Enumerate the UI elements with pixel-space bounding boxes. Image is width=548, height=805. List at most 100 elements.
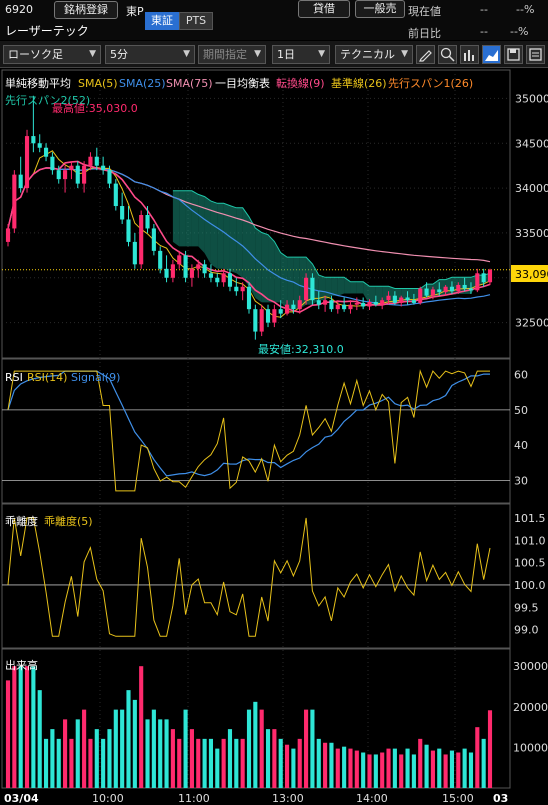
candle-body (475, 273, 480, 291)
volume-bar (120, 709, 125, 788)
price-tick-label: 35000 (515, 92, 548, 105)
prev-pct: --% (510, 25, 529, 38)
volume-tick-label: 300000 (513, 660, 548, 673)
ichimoku-cloud-segment (236, 207, 243, 278)
volume-bar (246, 709, 252, 788)
zoom-icon[interactable] (438, 45, 457, 64)
price-tick-label: 34500 (515, 137, 548, 150)
candle-body (37, 143, 42, 148)
volume-bar (5, 680, 11, 788)
interval-select[interactable]: 5分 ▼ (105, 45, 195, 64)
current-value: -- (480, 3, 488, 16)
volume-bar (310, 709, 315, 788)
ichimoku-cloud-segment (179, 190, 186, 247)
candle-body (215, 277, 220, 283)
area-chart-icon[interactable] (482, 45, 501, 64)
volume-bar (113, 709, 118, 788)
volume-bar (316, 738, 321, 788)
volume-bar (399, 754, 404, 788)
save-icon[interactable] (504, 45, 523, 64)
ichimoku-cloud-segment (217, 203, 224, 269)
candle-body (63, 170, 68, 180)
candle-body (126, 219, 131, 242)
ichimoku-cloud-segment (318, 275, 326, 301)
volume-bar (202, 738, 207, 788)
candle-body (183, 255, 188, 278)
x-label-1000: 10:00 (92, 792, 124, 805)
ichimoku-cloud-segment (287, 257, 294, 310)
candle-body (164, 268, 169, 278)
candle-body (411, 300, 416, 303)
volume-bar (418, 738, 423, 788)
stock-code: 6920 (5, 3, 33, 16)
deviation-line (7, 517, 491, 637)
volume-bar (183, 709, 188, 788)
volume-bar (240, 738, 245, 788)
candle-body (196, 264, 201, 269)
candle-body (31, 136, 36, 144)
volume-bar (63, 719, 68, 788)
candle-body (456, 284, 461, 292)
technical-select[interactable]: テクニカル ▼ (335, 45, 413, 64)
candle-body (234, 286, 239, 292)
dev-legend: 乖離度(5) (44, 514, 93, 528)
x-label-1100: 11:00 (178, 792, 210, 805)
candle-body (132, 241, 137, 265)
general-sell-button[interactable]: 一般売 (355, 0, 405, 18)
pencil-icon[interactable] (416, 45, 435, 64)
ichimoku-cloud-segment (185, 190, 192, 247)
price-chart[interactable]: 3500034500340003350033000325006050403010… (0, 68, 548, 805)
candle-body (348, 304, 353, 310)
candle-body (297, 300, 302, 310)
settings-icon[interactable] (526, 45, 545, 64)
candle-body (145, 215, 150, 229)
dev-tick-label: 101.5 (514, 512, 546, 525)
dev-title: 乖離度 (5, 514, 38, 528)
chevron-down-icon: ▼ (318, 49, 325, 59)
candle-body (399, 297, 404, 303)
tab-pts[interactable]: PTS (179, 12, 213, 30)
rsi-tick-label: 60 (514, 369, 528, 382)
span-select[interactable]: 1日 ▼ (272, 45, 330, 64)
legend-kijun: 基準線(26) (331, 76, 387, 90)
period-select[interactable]: 期間指定 ▼ (198, 45, 266, 64)
candle-body (335, 304, 340, 310)
ichimoku-cloud-segment (337, 277, 345, 296)
volume-bar (145, 719, 150, 788)
volume-bar (158, 719, 163, 788)
candle-body (113, 183, 118, 207)
legend-sma-group: 単純移動平均 (5, 76, 71, 90)
x-label-1500: 15:00 (442, 792, 474, 805)
volume-bar (234, 738, 239, 788)
candle-body (82, 165, 87, 184)
volume-bar (265, 729, 271, 788)
candle-body (437, 289, 442, 293)
tab-tse[interactable]: 東証 (145, 12, 179, 30)
volume-icon[interactable] (460, 45, 479, 64)
volume-bar (170, 729, 175, 788)
volume-bar (88, 738, 93, 788)
current-label: 現在値 (408, 5, 441, 18)
ichimoku-cloud-segment (445, 277, 452, 295)
volume-bar (101, 738, 106, 788)
candle-body (342, 304, 347, 310)
ichimoku-cloud-segment (344, 277, 351, 294)
chart-type-select[interactable]: ローソク足 ▼ (3, 45, 101, 64)
ichimoku-cloud-segment (210, 201, 218, 269)
volume-bar (12, 666, 17, 788)
candle-body (405, 297, 410, 301)
volume-bar (386, 748, 391, 788)
lend-button[interactable]: 貸借 (298, 0, 350, 18)
candle-body (468, 288, 474, 291)
volume-bar (37, 690, 42, 788)
price-tick-label: 34000 (515, 182, 548, 195)
prev-value: -- (480, 25, 488, 38)
ichimoku-cloud-segment (172, 190, 180, 247)
span-value: 1日 (277, 48, 295, 61)
watchlist-button[interactable]: 銘柄登録 (54, 1, 118, 19)
legend-sma25: SMA(25) (119, 77, 166, 90)
candle-body (253, 309, 258, 332)
candle-body (227, 273, 233, 287)
last-price-value: 33,090 (515, 268, 548, 281)
legend-span-b: 先行スパン2(52) (5, 94, 90, 107)
